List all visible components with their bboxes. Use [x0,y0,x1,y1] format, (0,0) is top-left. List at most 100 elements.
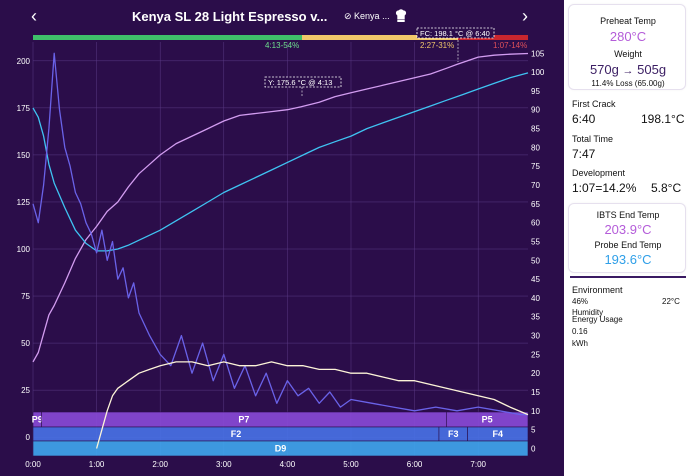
band-drum-label: D9 [275,444,287,454]
y-left-tick-label: 50 [21,339,30,348]
environment-temp: 22°C [662,297,680,306]
band-fan-label: F2 [231,429,242,439]
phase-label-maillard: 2:27-31% [420,41,454,50]
roast-title: Kenya SL 28 Light Espresso v... [132,9,328,24]
y-right-tick-label: 85 [531,125,540,134]
first-crack-annotation: FC: 198.1 °C @ 6:40 [416,27,495,62]
x-tick-label: 4:00 [280,460,296,469]
y-right-tick-label: 65 [531,200,540,209]
total-time-label: Total Time [572,134,614,144]
roast-summary-sidebar: Preheat Temp 280°C Weight 570g → 505g 11… [564,0,690,476]
ibts-end-value: 203.9°C [604,222,652,237]
y-right-tick-label: 100 [531,68,545,77]
end-temp-card: IBTS End Temp 203.9°C Probe End Temp 193… [568,203,686,273]
control-bands: P9 P7 P5 F2 F3 F4 D9 [32,411,529,457]
phase-label-drying: 4:13-54% [265,41,299,50]
bean-name: Kenya ... [354,11,390,21]
y-left-tick-label: 125 [17,198,31,207]
series-line-3 [95,361,529,449]
y-left-tick-label: 100 [17,245,31,254]
phase-drying-segment [33,35,302,40]
y-right-tick-label: 105 [531,49,545,58]
x-tick-label: 6:00 [407,460,423,469]
y-right-tick-label: 5 [531,426,536,435]
y-right-tick-label: 90 [531,106,540,115]
y-right-tick-label: 55 [531,237,540,246]
y-left-tick-label: 175 [17,104,31,113]
x-tick-label: 2:00 [152,460,168,469]
y-right-tick-label: 60 [531,219,540,228]
chevron-right-icon[interactable]: › [522,6,528,26]
series-line-0 [32,52,529,363]
total-time-value: 7:47 [572,147,596,161]
phase-label-development: 1:07-14% [493,41,527,50]
weight-label: Weight [614,49,642,59]
y-right-tick-label: 20 [531,369,540,378]
y-left-tick-label: 75 [21,292,30,301]
roast-header: ‹ Kenya SL 28 Light Espresso v... ⊘ Keny… [0,0,564,34]
development-delta: 5.8°C [651,181,682,195]
bean-link[interactable]: ⊘ Kenya ... [344,11,390,22]
phase-maillard-segment [302,35,458,40]
probe-end-value: 193.6°C [604,252,652,267]
roast-curve-chart: P9 P7 P5 F2 F3 F4 D9 0 25 50 75 100 125 150 175 200 0 5 1… [17,27,545,469]
y-right-tick-label: 75 [531,162,540,171]
x-tick-label: 7:00 [470,460,486,469]
series-line-2 [32,52,528,416]
preheat-weight-card: Preheat Temp 280°C Weight 570g → 505g 11… [568,4,686,90]
y-right-tick-label: 70 [531,181,540,190]
energy-usage-value: 0.16 [572,327,588,336]
energy-usage-unit: kWh [572,339,588,348]
energy-usage-label: Energy Usage [572,315,623,324]
weight-in: 570g [589,62,619,77]
yellowing-annotation-text: Y: 175.6 °C @ 4:13 [268,78,332,87]
first-crack-annotation-text: FC: 198.1 °C @ 6:40 [420,29,490,38]
x-tick-label: 3:00 [216,460,232,469]
sidebar-divider [570,276,686,278]
development-value: 1:07=14.2% [572,181,637,195]
humidity-label: Humidity [572,308,604,317]
x-tick-label: 0:00 [25,460,41,469]
y-right-tick-label: 95 [531,87,540,96]
y-right-tick-label: 45 [531,275,540,284]
y-right-tick-label: 50 [531,256,540,265]
y-right-tick-label: 40 [531,294,540,303]
environment-humidity: 46% [572,297,589,306]
environment-label: Environment [572,285,623,295]
y-right-tick-label: 0 [531,444,536,453]
band-power-label: P9 [32,415,43,425]
chef-hat-icon[interactable] [395,9,407,23]
band-drum-segment [32,440,529,457]
y-right-tick-label: 30 [531,332,540,341]
link-icon: ⊘ [344,11,355,21]
roast-chart-panel: ‹ Kenya SL 28 Light Espresso v... ⊘ Keny… [0,0,564,469]
y-right-tick-label: 15 [531,388,540,397]
first-crack-time: 6:40 [572,112,596,126]
preheat-value: 280°C [609,29,647,44]
chart-series [32,52,529,449]
yellowing-annotation: Y: 175.6 °C @ 4:13 [264,76,342,97]
first-crack-label: First Crack [572,99,616,109]
chevron-left-icon[interactable]: ‹ [31,6,37,26]
y-left-tick-label: 25 [21,386,30,395]
axis-ticks: 0 25 50 75 100 125 150 175 200 0 5 10 15 20 25 30 35 40 45… [17,49,545,469]
y-right-tick-label: 25 [531,350,540,359]
band-power-label: P7 [238,415,249,425]
weight-value: 570g → 505g [569,62,687,77]
arrow-right-icon: → [622,65,634,77]
probe-end-label: Probe End Temp [594,240,662,250]
development-label: Development [572,168,626,178]
y-left-tick-label: 200 [17,57,31,66]
x-tick-label: 5:00 [343,460,359,469]
series-line-1 [32,72,529,252]
y-right-tick-label: 80 [531,143,540,152]
band-fan-label: F3 [448,429,459,439]
y-right-tick-label: 10 [531,407,540,416]
ibts-end-label: IBTS End Temp [596,210,660,220]
y-left-tick-label: 150 [17,151,31,160]
first-crack-temp: 198.1°C [641,112,685,126]
x-tick-label: 1:00 [89,460,105,469]
preheat-label: Preheat Temp [600,16,656,26]
y-left-tick-label: 0 [26,433,31,442]
band-power-label: P5 [482,415,493,425]
